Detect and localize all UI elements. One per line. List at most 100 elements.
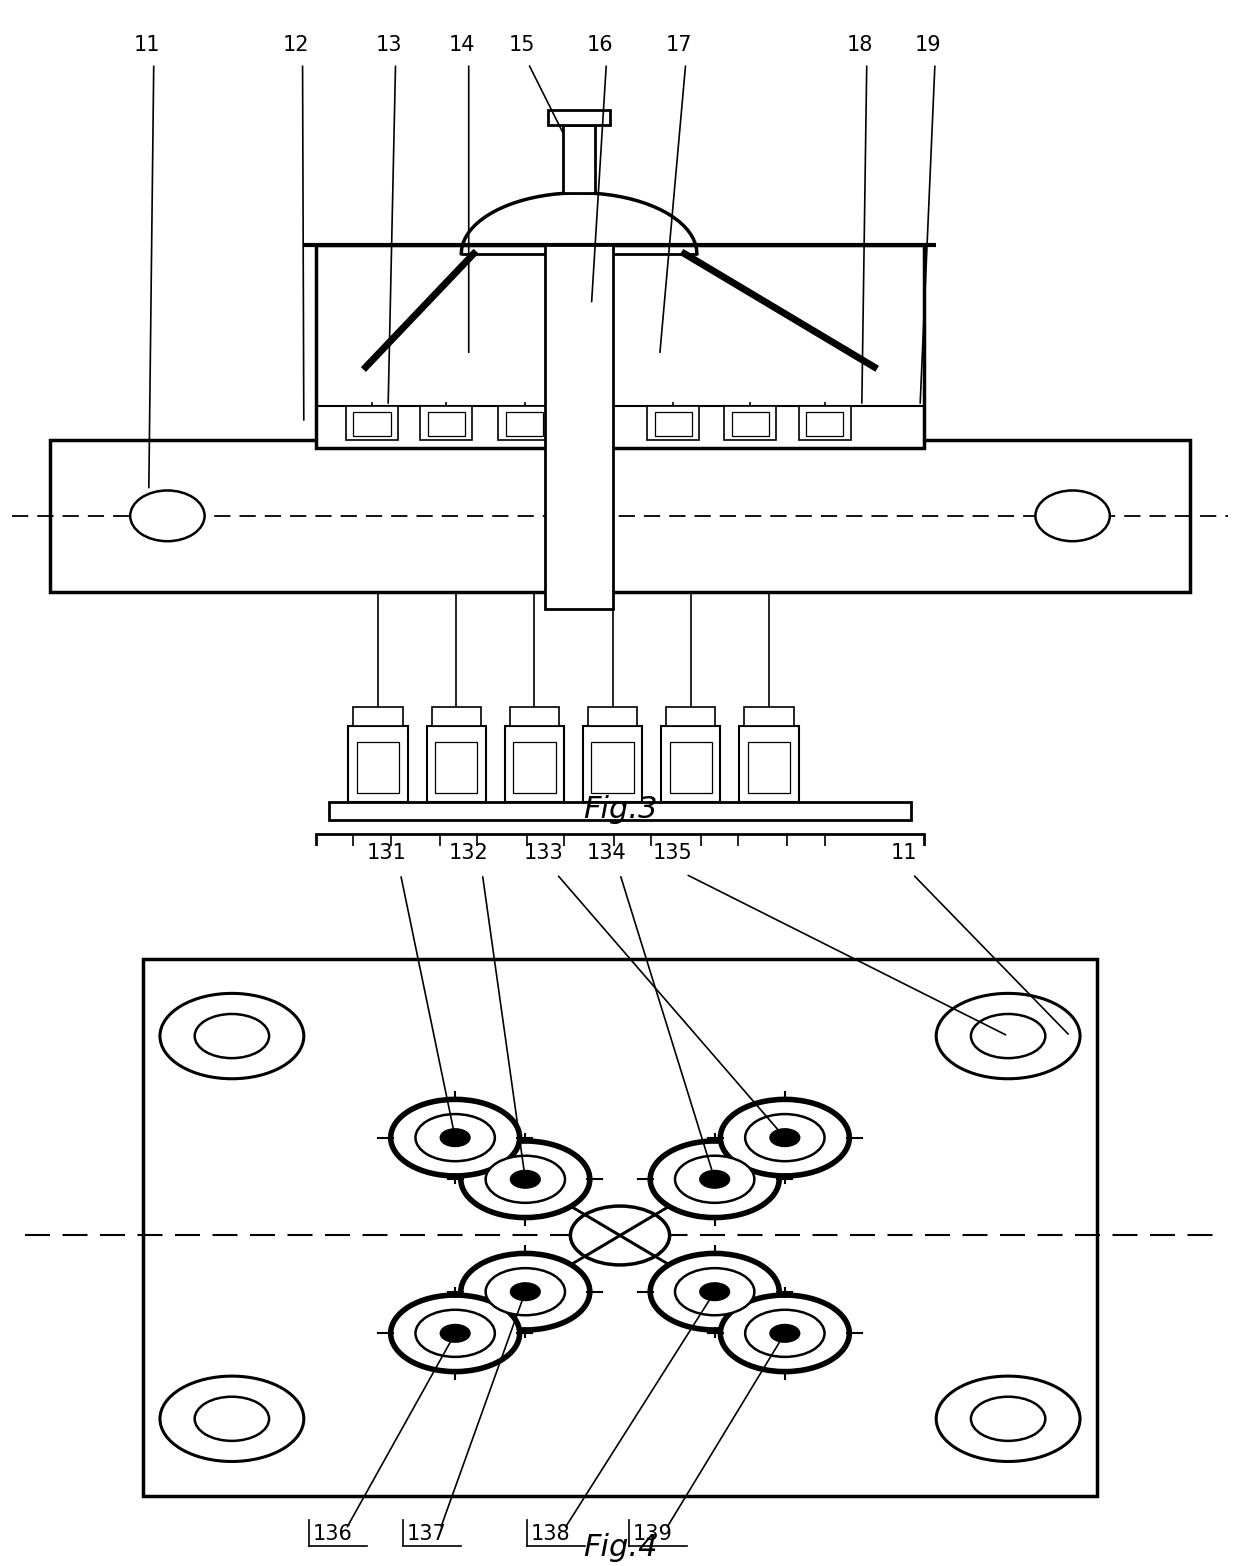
Text: 133: 133: [523, 843, 563, 863]
Text: 11: 11: [134, 34, 160, 55]
Text: 18: 18: [847, 34, 873, 55]
Text: 13: 13: [376, 34, 402, 55]
Text: 132: 132: [449, 843, 489, 863]
Bar: [666, 706, 715, 725]
Circle shape: [461, 1142, 590, 1217]
Circle shape: [650, 1253, 779, 1330]
Text: 138: 138: [531, 1524, 570, 1544]
Circle shape: [160, 1377, 304, 1461]
Circle shape: [770, 1129, 800, 1146]
Bar: [701, 836, 738, 847]
Circle shape: [971, 1015, 1045, 1059]
Bar: [647, 406, 699, 440]
Bar: [353, 836, 391, 847]
Circle shape: [511, 1283, 541, 1300]
Bar: [732, 412, 769, 435]
Circle shape: [461, 1253, 590, 1330]
Circle shape: [130, 490, 205, 542]
Text: 11: 11: [890, 843, 916, 863]
Bar: [546, 246, 614, 609]
Bar: [505, 725, 564, 802]
Circle shape: [160, 993, 304, 1079]
Circle shape: [511, 1170, 541, 1189]
Bar: [348, 725, 408, 802]
Text: Fig.3: Fig.3: [583, 796, 657, 824]
Bar: [346, 406, 398, 440]
Bar: [591, 742, 634, 794]
Bar: [806, 412, 843, 435]
Bar: [799, 406, 851, 440]
Bar: [588, 706, 637, 725]
Circle shape: [936, 993, 1080, 1079]
Bar: [513, 742, 556, 794]
Text: 134: 134: [587, 843, 626, 863]
Text: 16: 16: [587, 34, 613, 55]
Text: 12: 12: [283, 34, 309, 55]
Bar: [143, 958, 1097, 1496]
Text: 19: 19: [915, 34, 941, 55]
Bar: [353, 412, 391, 435]
Circle shape: [720, 1295, 849, 1372]
Circle shape: [699, 1283, 729, 1300]
Bar: [724, 406, 776, 440]
Circle shape: [675, 1268, 754, 1315]
Bar: [329, 802, 911, 821]
Circle shape: [936, 1377, 1080, 1461]
Bar: [432, 706, 481, 725]
Bar: [427, 725, 486, 802]
Circle shape: [391, 1099, 520, 1176]
Circle shape: [440, 1129, 470, 1146]
Circle shape: [570, 1206, 670, 1265]
Bar: [440, 836, 477, 847]
Text: 135: 135: [652, 843, 692, 863]
Bar: [787, 836, 825, 847]
Circle shape: [675, 1156, 754, 1203]
Text: 136: 136: [312, 1524, 352, 1544]
Bar: [583, 725, 642, 802]
Bar: [435, 742, 477, 794]
Text: Fig.4: Fig.4: [583, 1533, 657, 1563]
Circle shape: [415, 1113, 495, 1162]
Text: 137: 137: [407, 1524, 446, 1544]
Bar: [661, 725, 720, 802]
Bar: [670, 742, 712, 794]
Circle shape: [1035, 490, 1110, 542]
Circle shape: [745, 1309, 825, 1356]
Circle shape: [745, 1113, 825, 1162]
Circle shape: [440, 1325, 470, 1342]
Bar: [357, 742, 399, 794]
Bar: [548, 110, 610, 125]
Text: 14: 14: [449, 34, 475, 55]
Text: 17: 17: [666, 34, 692, 55]
Bar: [50, 440, 1190, 592]
Bar: [739, 725, 799, 802]
Circle shape: [415, 1309, 495, 1356]
Circle shape: [391, 1295, 520, 1372]
Text: 139: 139: [632, 1524, 672, 1544]
Circle shape: [971, 1397, 1045, 1441]
Circle shape: [486, 1268, 565, 1315]
Circle shape: [486, 1156, 565, 1203]
Bar: [563, 125, 595, 193]
Bar: [353, 706, 403, 725]
Bar: [527, 836, 564, 847]
Circle shape: [195, 1015, 269, 1059]
Bar: [506, 412, 543, 435]
Text: 15: 15: [508, 34, 534, 55]
Circle shape: [699, 1170, 729, 1189]
Bar: [744, 706, 794, 725]
Circle shape: [770, 1325, 800, 1342]
Bar: [614, 836, 651, 847]
Bar: [316, 246, 924, 448]
Bar: [316, 833, 924, 847]
Bar: [498, 406, 551, 440]
Bar: [748, 742, 790, 794]
Bar: [510, 706, 559, 725]
Circle shape: [195, 1397, 269, 1441]
Bar: [655, 412, 692, 435]
Circle shape: [720, 1099, 849, 1176]
Bar: [428, 412, 465, 435]
Bar: [420, 406, 472, 440]
Text: 131: 131: [367, 843, 407, 863]
Circle shape: [650, 1142, 779, 1217]
